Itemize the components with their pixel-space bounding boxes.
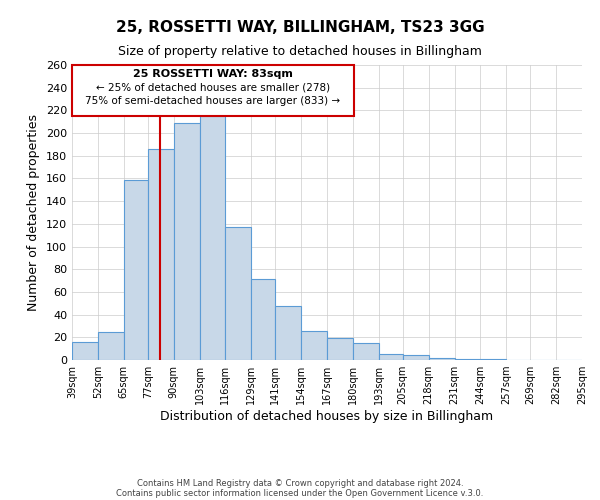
- Y-axis label: Number of detached properties: Number of detached properties: [28, 114, 40, 311]
- Bar: [251, 280, 275, 360]
- Bar: [327, 338, 353, 360]
- Bar: [379, 354, 403, 360]
- Text: Contains public sector information licensed under the Open Government Licence v.: Contains public sector information licen…: [116, 488, 484, 498]
- Bar: [481, 359, 506, 360]
- Bar: [148, 149, 173, 360]
- Bar: [353, 343, 379, 360]
- Text: Size of property relative to detached houses in Billingham: Size of property relative to detached ho…: [118, 45, 482, 58]
- Bar: [275, 306, 301, 360]
- Bar: [403, 356, 428, 360]
- Text: 25 ROSSETTI WAY: 83sqm: 25 ROSSETTI WAY: 83sqm: [133, 70, 293, 80]
- Bar: [301, 330, 327, 360]
- Bar: [98, 332, 124, 360]
- Bar: [173, 123, 199, 360]
- Bar: [72, 342, 98, 360]
- FancyBboxPatch shape: [72, 65, 354, 116]
- Text: 75% of semi-detached houses are larger (833) →: 75% of semi-detached houses are larger (…: [85, 96, 341, 106]
- Text: ← 25% of detached houses are smaller (278): ← 25% of detached houses are smaller (27…: [96, 82, 330, 92]
- Bar: [199, 116, 226, 360]
- Bar: [455, 359, 481, 360]
- Text: Contains HM Land Registry data © Crown copyright and database right 2024.: Contains HM Land Registry data © Crown c…: [137, 478, 463, 488]
- Bar: [428, 358, 455, 360]
- Bar: [226, 227, 251, 360]
- Bar: [124, 180, 148, 360]
- X-axis label: Distribution of detached houses by size in Billingham: Distribution of detached houses by size …: [160, 410, 494, 423]
- Text: 25, ROSSETTI WAY, BILLINGHAM, TS23 3GG: 25, ROSSETTI WAY, BILLINGHAM, TS23 3GG: [116, 20, 484, 35]
